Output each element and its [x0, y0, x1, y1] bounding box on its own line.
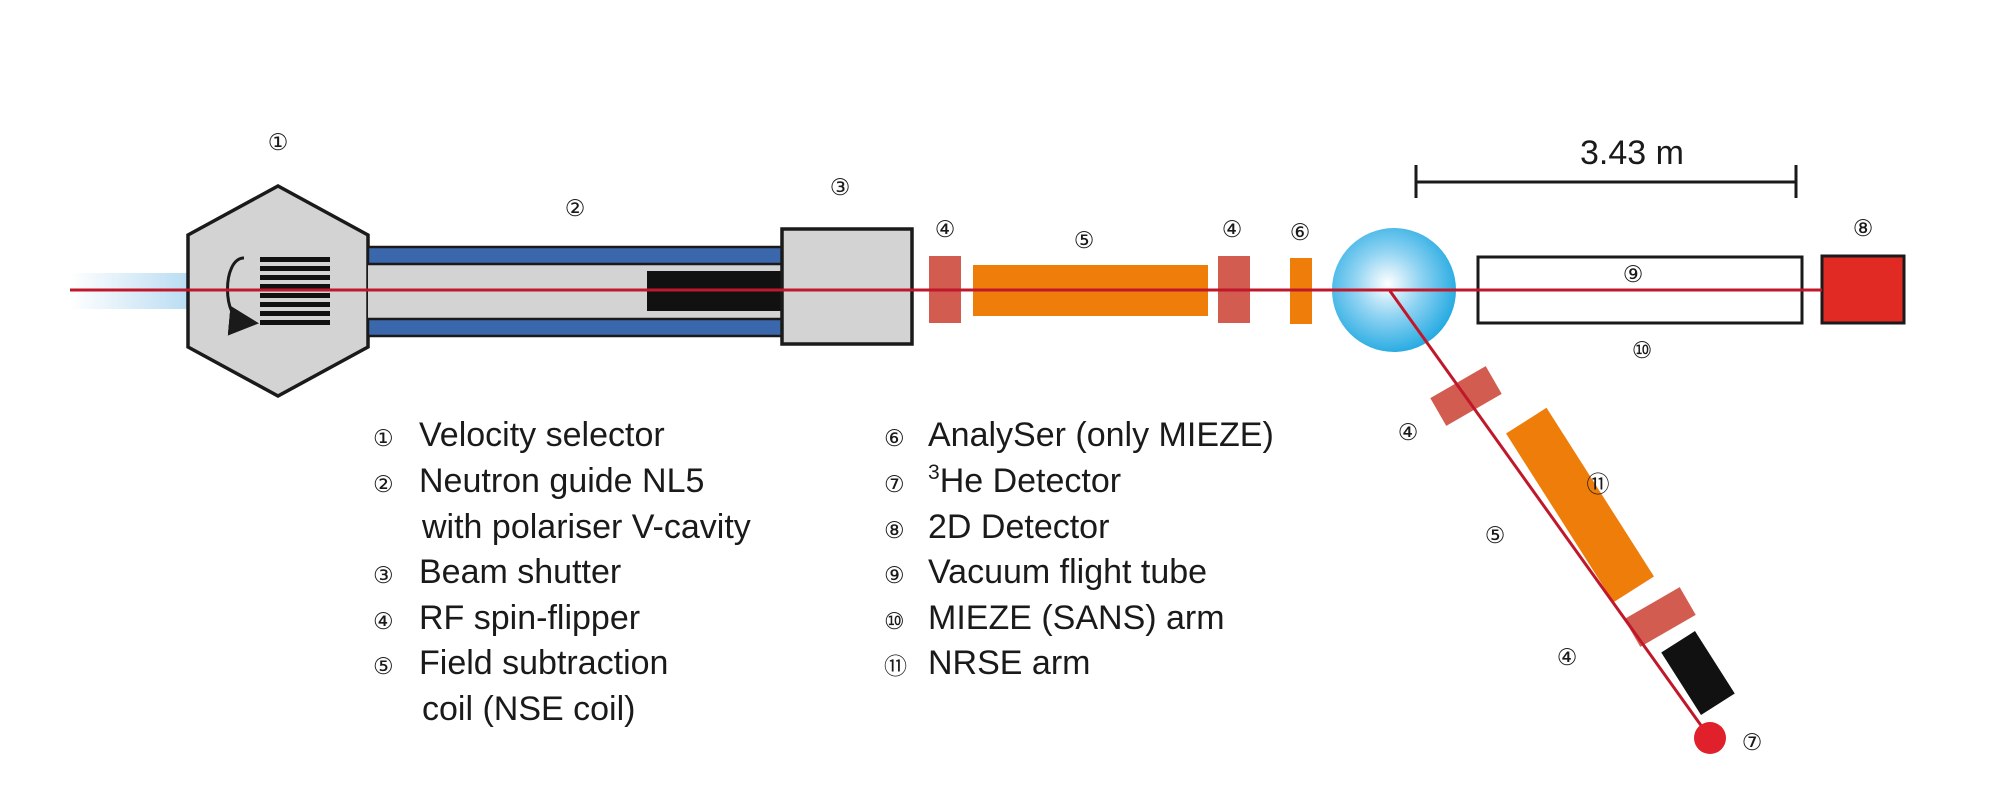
- marker-field-subtraction-coil-2: ⑤: [1485, 522, 1506, 548]
- legend-item-7-sup: 3: [928, 461, 940, 484]
- legend-marker-10: ⑩: [884, 608, 905, 634]
- marker-spin-flipper-4: ④: [1557, 644, 1578, 670]
- legend-marker-5: ⑤: [373, 653, 394, 679]
- marker-spin-flipper-2: ④: [1222, 216, 1243, 242]
- scale-bar-label: 3.43 m: [1580, 134, 1684, 172]
- marker-velocity-selector: ①: [268, 129, 289, 155]
- beam-nrse: [1390, 291, 1710, 738]
- marker-vacuum-tube: ⑨: [1623, 261, 1644, 287]
- legend-marker-2: ②: [373, 471, 394, 497]
- legend-item-3: Beam shutter: [419, 553, 621, 591]
- marker-detector-2d: ⑧: [1853, 215, 1874, 241]
- marker-neutron-guide: ②: [565, 195, 586, 221]
- legend-item-1: Velocity selector: [419, 416, 665, 454]
- legend-marker-6: ⑥: [884, 425, 905, 451]
- legend-item-5: Field subtraction: [419, 644, 668, 682]
- marker-mieze-arm: ⑩: [1632, 337, 1653, 363]
- legend-marker-1: ①: [373, 425, 394, 451]
- marker-spin-flipper-1: ④: [935, 216, 956, 242]
- legend-item-4: RF spin-flipper: [419, 599, 640, 637]
- detector-2d: [1822, 256, 1904, 323]
- nrse-arm: [1430, 366, 1734, 715]
- legend-item-6: AnalySer (only MIEZE): [928, 416, 1274, 454]
- marker-field-subtraction-coil-1: ⑤: [1074, 227, 1095, 253]
- legend-marker-3: ③: [373, 562, 394, 588]
- legend-marker-4: ④: [373, 608, 394, 634]
- legend-item-5-cont: coil (NSE coil): [422, 690, 635, 728]
- legend-item-7-text: He Detector: [940, 462, 1121, 500]
- legend-item-10: MIEZE (SANS) arm: [928, 599, 1225, 637]
- nrse-detector-housing: [1661, 631, 1734, 715]
- legend-marker-9: ⑨: [884, 562, 905, 588]
- scale-bar: 3.43 m: [1416, 134, 1796, 198]
- marker-he3-detector: ⑦: [1742, 729, 1763, 755]
- legend-marker-11: ⑪: [884, 653, 907, 679]
- marker-spin-flipper-3: ④: [1398, 419, 1419, 445]
- legend-item-2-cont: with polariser V-cavity: [421, 508, 751, 546]
- legend-left: ① Velocity selector ② Neutron guide NL5 …: [373, 416, 751, 728]
- beam-shutter: [782, 229, 912, 344]
- marker-beam-shutter: ③: [830, 174, 851, 200]
- legend-marker-8: ⑧: [884, 517, 905, 543]
- detector-3he: [1694, 722, 1726, 754]
- legend-item-9: Vacuum flight tube: [928, 553, 1207, 591]
- marker-nrse-arm: ⑪: [1587, 471, 1610, 497]
- legend-item-7: 3He Detector: [928, 461, 1121, 500]
- field-subtraction-coil-2: [1506, 408, 1654, 602]
- legend-marker-7: ⑦: [884, 471, 905, 497]
- marker-analyser: ⑥: [1290, 219, 1311, 245]
- neutron-guide-top-wall: [368, 247, 782, 264]
- neutron-guide-bottom-wall: [368, 319, 782, 336]
- legend-item-8: 2D Detector: [928, 508, 1109, 546]
- legend-item-2: Neutron guide NL5: [419, 462, 704, 500]
- legend-right: ⑥ AnalySer (only MIEZE) ⑦ 3He Detector ⑧…: [884, 416, 1274, 682]
- legend-item-11: NRSE arm: [928, 644, 1090, 682]
